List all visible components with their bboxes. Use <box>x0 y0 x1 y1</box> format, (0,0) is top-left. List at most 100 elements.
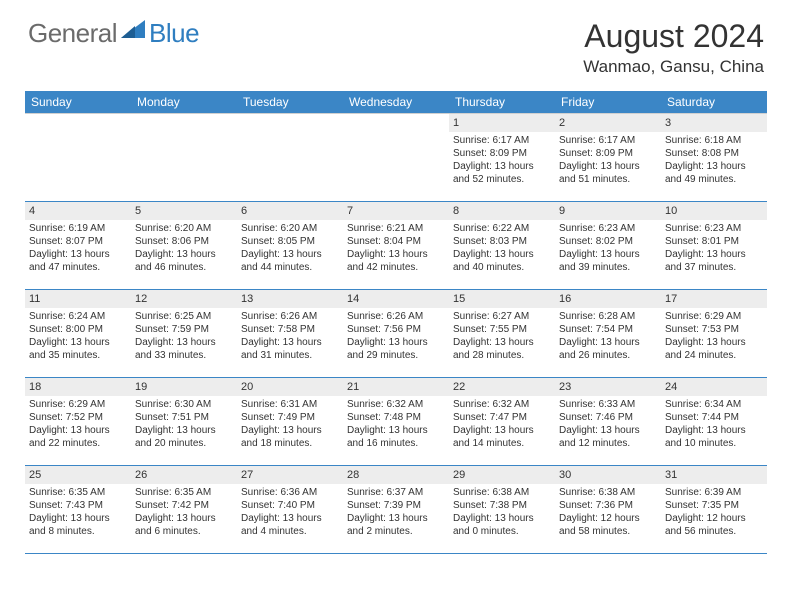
sunrise-line: Sunrise: 6:32 AM <box>347 398 445 411</box>
calendar-cell: 11Sunrise: 6:24 AMSunset: 8:00 PMDayligh… <box>25 290 131 378</box>
weekday-header: Tuesday <box>237 91 343 114</box>
sunrise-line: Sunrise: 6:21 AM <box>347 222 445 235</box>
sunset-line: Sunset: 7:46 PM <box>559 411 657 424</box>
calendar-cell: 30Sunrise: 6:38 AMSunset: 7:36 PMDayligh… <box>555 466 661 554</box>
cell-body: Sunrise: 6:38 AMSunset: 7:36 PMDaylight:… <box>555 484 661 542</box>
sunset-line: Sunset: 7:39 PM <box>347 499 445 512</box>
calendar-cell: 26Sunrise: 6:35 AMSunset: 7:42 PMDayligh… <box>131 466 237 554</box>
calendar-cell <box>343 114 449 202</box>
cell-body: Sunrise: 6:36 AMSunset: 7:40 PMDaylight:… <box>237 484 343 542</box>
calendar-cell: 7Sunrise: 6:21 AMSunset: 8:04 PMDaylight… <box>343 202 449 290</box>
logo-triangle-icon <box>121 18 147 45</box>
sunset-line: Sunset: 7:38 PM <box>453 499 551 512</box>
daylight-line-1: Daylight: 13 hours <box>559 248 657 261</box>
day-number: 23 <box>555 378 661 396</box>
sunrise-line: Sunrise: 6:28 AM <box>559 310 657 323</box>
daylight-line-2: and 37 minutes. <box>665 261 763 274</box>
cell-body: Sunrise: 6:18 AMSunset: 8:08 PMDaylight:… <box>661 132 767 190</box>
daylight-line-2: and 20 minutes. <box>135 437 233 450</box>
calendar-cell: 29Sunrise: 6:38 AMSunset: 7:38 PMDayligh… <box>449 466 555 554</box>
day-number: 17 <box>661 290 767 308</box>
calendar-cell: 23Sunrise: 6:33 AMSunset: 7:46 PMDayligh… <box>555 378 661 466</box>
sunrise-line: Sunrise: 6:29 AM <box>665 310 763 323</box>
sunset-line: Sunset: 8:09 PM <box>453 147 551 160</box>
calendar-cell: 28Sunrise: 6:37 AMSunset: 7:39 PMDayligh… <box>343 466 449 554</box>
calendar-cell: 19Sunrise: 6:30 AMSunset: 7:51 PMDayligh… <box>131 378 237 466</box>
daylight-line-1: Daylight: 13 hours <box>135 248 233 261</box>
cell-body: Sunrise: 6:30 AMSunset: 7:51 PMDaylight:… <box>131 396 237 454</box>
sunrise-line: Sunrise: 6:27 AM <box>453 310 551 323</box>
daylight-line-2: and 14 minutes. <box>453 437 551 450</box>
cell-body: Sunrise: 6:31 AMSunset: 7:49 PMDaylight:… <box>237 396 343 454</box>
calendar-cell: 2Sunrise: 6:17 AMSunset: 8:09 PMDaylight… <box>555 114 661 202</box>
daylight-line-1: Daylight: 13 hours <box>453 160 551 173</box>
day-number: 8 <box>449 202 555 220</box>
cell-body: Sunrise: 6:26 AMSunset: 7:56 PMDaylight:… <box>343 308 449 366</box>
daylight-line-2: and 31 minutes. <box>241 349 339 362</box>
sunset-line: Sunset: 7:44 PM <box>665 411 763 424</box>
sunrise-line: Sunrise: 6:20 AM <box>241 222 339 235</box>
sunrise-line: Sunrise: 6:38 AM <box>559 486 657 499</box>
calendar-cell <box>25 114 131 202</box>
cell-body: Sunrise: 6:29 AMSunset: 7:53 PMDaylight:… <box>661 308 767 366</box>
day-number: 13 <box>237 290 343 308</box>
sunset-line: Sunset: 8:08 PM <box>665 147 763 160</box>
weekday-header: Monday <box>131 91 237 114</box>
calendar-week-row: 11Sunrise: 6:24 AMSunset: 8:00 PMDayligh… <box>25 290 767 378</box>
sunset-line: Sunset: 8:03 PM <box>453 235 551 248</box>
sunrise-line: Sunrise: 6:24 AM <box>29 310 127 323</box>
cell-body: Sunrise: 6:22 AMSunset: 8:03 PMDaylight:… <box>449 220 555 278</box>
calendar-cell: 31Sunrise: 6:39 AMSunset: 7:35 PMDayligh… <box>661 466 767 554</box>
day-number: 31 <box>661 466 767 484</box>
daylight-line-1: Daylight: 13 hours <box>559 160 657 173</box>
calendar-body: 1Sunrise: 6:17 AMSunset: 8:09 PMDaylight… <box>25 114 767 554</box>
sunset-line: Sunset: 8:02 PM <box>559 235 657 248</box>
day-number: 26 <box>131 466 237 484</box>
cell-body: Sunrise: 6:24 AMSunset: 8:00 PMDaylight:… <box>25 308 131 366</box>
cell-body: Sunrise: 6:26 AMSunset: 7:58 PMDaylight:… <box>237 308 343 366</box>
daylight-line-2: and 33 minutes. <box>135 349 233 362</box>
sunrise-line: Sunrise: 6:22 AM <box>453 222 551 235</box>
cell-body: Sunrise: 6:23 AMSunset: 8:01 PMDaylight:… <box>661 220 767 278</box>
daylight-line-2: and 28 minutes. <box>453 349 551 362</box>
sunrise-line: Sunrise: 6:33 AM <box>559 398 657 411</box>
daylight-line-2: and 2 minutes. <box>347 525 445 538</box>
cell-body: Sunrise: 6:38 AMSunset: 7:38 PMDaylight:… <box>449 484 555 542</box>
daylight-line-1: Daylight: 13 hours <box>135 512 233 525</box>
calendar-cell: 10Sunrise: 6:23 AMSunset: 8:01 PMDayligh… <box>661 202 767 290</box>
daylight-line-2: and 12 minutes. <box>559 437 657 450</box>
daylight-line-2: and 26 minutes. <box>559 349 657 362</box>
daylight-line-2: and 52 minutes. <box>453 173 551 186</box>
daylight-line-1: Daylight: 13 hours <box>453 336 551 349</box>
weekday-header: Sunday <box>25 91 131 114</box>
weekday-header: Friday <box>555 91 661 114</box>
daylight-line-1: Daylight: 13 hours <box>559 336 657 349</box>
daylight-line-2: and 22 minutes. <box>29 437 127 450</box>
cell-body: Sunrise: 6:27 AMSunset: 7:55 PMDaylight:… <box>449 308 555 366</box>
day-number: 4 <box>25 202 131 220</box>
calendar-cell: 24Sunrise: 6:34 AMSunset: 7:44 PMDayligh… <box>661 378 767 466</box>
sunrise-line: Sunrise: 6:26 AM <box>347 310 445 323</box>
sunrise-line: Sunrise: 6:25 AM <box>135 310 233 323</box>
weekday-header: Saturday <box>661 91 767 114</box>
daylight-line-1: Daylight: 13 hours <box>347 248 445 261</box>
calendar-cell: 20Sunrise: 6:31 AMSunset: 7:49 PMDayligh… <box>237 378 343 466</box>
cell-body: Sunrise: 6:20 AMSunset: 8:05 PMDaylight:… <box>237 220 343 278</box>
sunrise-line: Sunrise: 6:31 AM <box>241 398 339 411</box>
daylight-line-2: and 18 minutes. <box>241 437 339 450</box>
daylight-line-1: Daylight: 13 hours <box>29 248 127 261</box>
daylight-line-2: and 56 minutes. <box>665 525 763 538</box>
calendar-cell: 27Sunrise: 6:36 AMSunset: 7:40 PMDayligh… <box>237 466 343 554</box>
daylight-line-1: Daylight: 13 hours <box>241 336 339 349</box>
daylight-line-2: and 6 minutes. <box>135 525 233 538</box>
sunrise-line: Sunrise: 6:26 AM <box>241 310 339 323</box>
day-number: 10 <box>661 202 767 220</box>
empty-day <box>25 114 131 132</box>
sunset-line: Sunset: 7:55 PM <box>453 323 551 336</box>
day-number: 21 <box>343 378 449 396</box>
daylight-line-1: Daylight: 13 hours <box>241 424 339 437</box>
calendar-week-row: 4Sunrise: 6:19 AMSunset: 8:07 PMDaylight… <box>25 202 767 290</box>
daylight-line-2: and 29 minutes. <box>347 349 445 362</box>
daylight-line-2: and 42 minutes. <box>347 261 445 274</box>
cell-body: Sunrise: 6:35 AMSunset: 7:43 PMDaylight:… <box>25 484 131 542</box>
